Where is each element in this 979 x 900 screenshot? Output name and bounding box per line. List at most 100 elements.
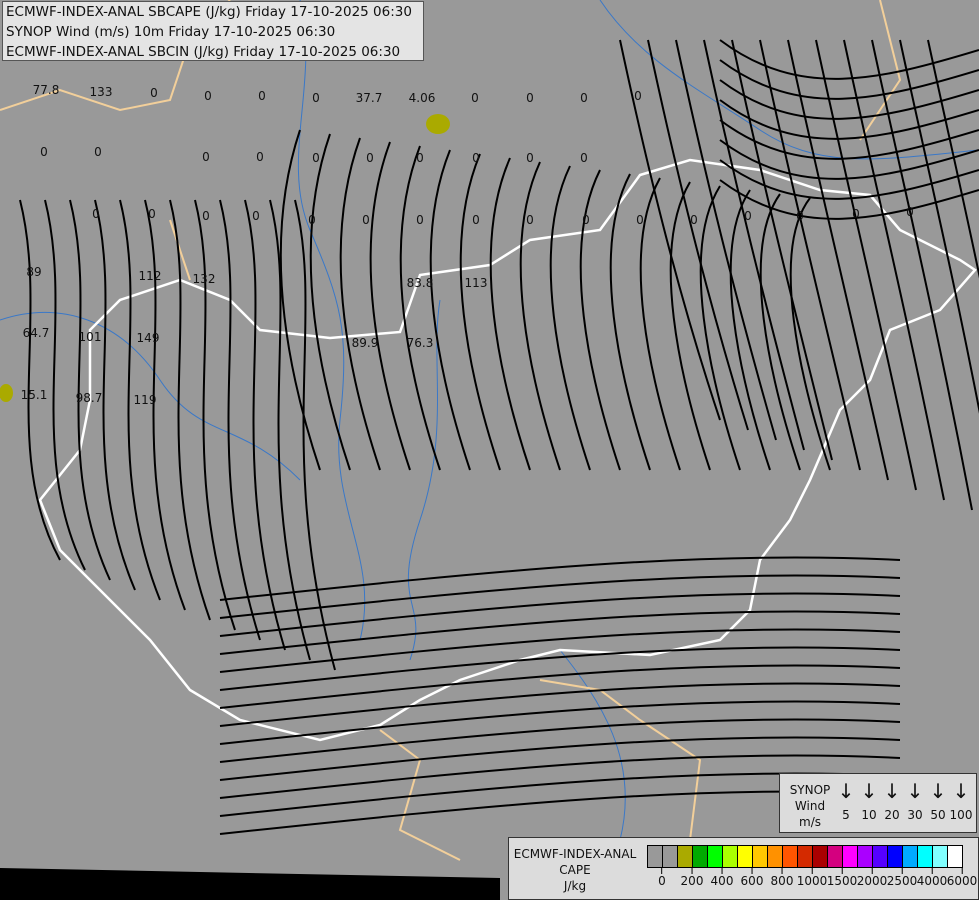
- wind-streamline: [219, 718, 901, 763]
- cape-value-label: 101: [78, 330, 102, 344]
- wind-streamline: [219, 646, 901, 691]
- wind-streamline: [639, 177, 681, 471]
- wind-speed-label: 10: [861, 808, 877, 822]
- wind-streamline: [219, 628, 901, 673]
- map-edge: [0, 868, 500, 900]
- arrow-down-icon: ↓: [883, 779, 901, 803]
- cape-color-swatch: [828, 846, 843, 867]
- cape-value-label: 132: [192, 272, 216, 286]
- cape-value-label: 0: [366, 151, 374, 165]
- cape-value-label: 0: [906, 205, 914, 219]
- cape-value-label: 0: [526, 213, 534, 227]
- cape-value-label: 89.9: [351, 336, 379, 350]
- cape-value-label: 37.7: [355, 91, 383, 105]
- wind-legend-item: ↓ 30: [903, 780, 927, 822]
- cape-value-label: 0: [852, 207, 860, 221]
- wind-streamline: [219, 592, 901, 637]
- wind-streamline: [609, 173, 651, 471]
- wind-legend-title-3: m/s: [799, 815, 821, 829]
- wind-streamline: [719, 39, 979, 80]
- wind-legend-title-1: SYNOP: [789, 783, 831, 797]
- wind-streamline: [339, 137, 381, 471]
- cape-tick: 1500: [827, 868, 857, 888]
- cape-legend-title-3: J/kg: [563, 879, 587, 893]
- wind-streamline: [719, 79, 979, 120]
- wind-streamline: [19, 199, 61, 561]
- cape-color-swatch: [918, 846, 933, 867]
- cape-value-label: 76.3: [406, 336, 434, 350]
- cape-value-label: 0: [92, 207, 100, 221]
- wind-streamline: [549, 165, 591, 471]
- wind-streamline: [519, 161, 561, 471]
- wind-streamline: [194, 199, 236, 631]
- cape-tick-label: 800: [770, 874, 794, 888]
- cape-tick: 800: [770, 868, 794, 888]
- cape-color-swatch: [738, 846, 753, 867]
- cape-tick-label: 1000: [796, 874, 828, 888]
- arrow-down-icon: ↓: [860, 779, 878, 803]
- wind-streamline: [719, 139, 979, 180]
- cape-tick-label: 0: [658, 874, 666, 888]
- cape-value-label: 0: [252, 209, 260, 223]
- cape-color-swatch: [858, 846, 873, 867]
- cape-tick-label: 6000: [946, 874, 978, 888]
- river-tisza: [407, 299, 441, 661]
- wind-streamline: [219, 700, 901, 745]
- wind-streamline: [219, 199, 261, 641]
- title-cape: ECMWF-INDEX-ANAL SBCAPE (J/kg) Friday 17…: [6, 4, 412, 20]
- wind-streamline: [144, 199, 186, 611]
- wind-streamline: [815, 39, 917, 491]
- cape-color-swatch: [843, 846, 858, 867]
- wind-speed-label: 5: [842, 808, 850, 822]
- cape-value-label: 0: [526, 151, 534, 165]
- cape-value-label: 0: [308, 213, 316, 227]
- cape-value-label: 0: [796, 209, 804, 223]
- wind-streamline: [489, 157, 531, 471]
- cape-color-swatch: [873, 846, 888, 867]
- wind-streamline: [871, 39, 973, 511]
- wind-streamline: [843, 39, 945, 501]
- cape-value-label: 0: [258, 89, 266, 103]
- cape-legend: ECMWF-INDEX-ANAL CAPE J/kg 0 200 400 600 800…: [508, 837, 979, 900]
- cape-color-swatch: [798, 846, 813, 867]
- cape-value-label: 89: [26, 265, 42, 279]
- cape-color-swatch: [648, 846, 663, 867]
- cape-value-label: 0: [256, 150, 264, 164]
- cape-value-label: 0: [94, 145, 102, 159]
- wind-streamline: [729, 189, 771, 471]
- wind-legend: SYNOP Wind m/s ↓ 5 ↓ 10 ↓ 20 ↓ 30 ↓ 50 ↓ 100: [779, 773, 977, 833]
- wind-streamline: [269, 199, 311, 661]
- cape-tick-label: 400: [710, 874, 734, 888]
- cape-tick: 0: [658, 868, 666, 888]
- cape-color-swatch: [708, 846, 723, 867]
- arrow-down-icon: ↓: [906, 779, 924, 803]
- title-cin: ECMWF-INDEX-ANAL SBCIN (J/kg) Friday 17-…: [6, 44, 401, 60]
- arrow-down-icon: ↓: [837, 779, 855, 803]
- wind-streamline: [219, 664, 901, 709]
- wind-legend-item: ↓ 10: [857, 780, 881, 822]
- wind-legend-item: ↓ 5: [834, 780, 858, 822]
- river-south: [559, 649, 626, 841]
- cape-tick-label: 200: [680, 874, 704, 888]
- wind-streamline: [44, 199, 86, 571]
- wind-streamline: [719, 59, 979, 100]
- cape-value-label: 0: [582, 213, 590, 227]
- wind-streamline: [699, 185, 741, 471]
- wind-streamline: [69, 199, 111, 581]
- cape-value-label: 112: [138, 269, 162, 283]
- cape-color-swatch: [948, 846, 962, 867]
- cape-tick: 1000: [796, 868, 828, 888]
- cape-value-label: 0: [204, 89, 212, 103]
- cape-color-swatch: [813, 846, 828, 867]
- wind-legend-item: ↓ 100: [949, 780, 973, 822]
- wind-streamline: [675, 39, 777, 441]
- wind-speed-label: 100: [949, 808, 973, 822]
- wind-streamline: [789, 197, 831, 471]
- wind-streamline: [169, 199, 211, 621]
- wind-streamline: [244, 199, 286, 651]
- cape-color-swatch: [723, 846, 738, 867]
- cape-value-label: 0: [634, 89, 642, 103]
- wind-streamline: [369, 141, 411, 471]
- cape-value-label: 0: [202, 150, 210, 164]
